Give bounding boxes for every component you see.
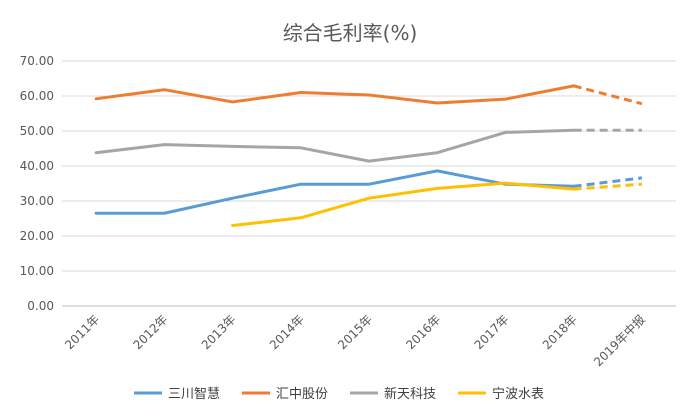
series-line bbox=[94, 128, 576, 163]
y-tick-label: 50.00 bbox=[20, 124, 54, 138]
x-axis-ticks: 2011年 2012年 2013年 2014年 2015年 2016年 2017年 2018年… bbox=[62, 312, 648, 370]
series-line bbox=[94, 169, 576, 215]
legend-item: 三川智慧 bbox=[134, 386, 220, 402]
legend-item: 新天科技 bbox=[350, 386, 436, 402]
legend: 三川智慧 汇中股份 新天科技 宁波水表 bbox=[134, 386, 544, 402]
y-tick-label: 70.00 bbox=[20, 54, 54, 68]
y-tick-label: 40.00 bbox=[20, 159, 54, 173]
x-tick-label: 2018年 bbox=[540, 312, 580, 352]
series-3 bbox=[94, 128, 642, 163]
legend-label: 三川智慧 bbox=[168, 386, 220, 402]
y-tick-label: 30.00 bbox=[20, 194, 54, 208]
series-forecast-line bbox=[573, 176, 643, 188]
x-tick-label: 2014年 bbox=[267, 312, 307, 352]
series-lines bbox=[94, 84, 643, 227]
legend-label: 汇中股份 bbox=[276, 387, 328, 402]
series-line bbox=[94, 84, 576, 105]
series-line bbox=[231, 181, 576, 227]
y-tick-label: 0.00 bbox=[27, 299, 54, 313]
legend-label: 宁波水表 bbox=[492, 386, 544, 402]
x-tick-label: 2016年 bbox=[403, 312, 443, 352]
y-axis-ticks: 0.00 10.00 20.00 30.00 40.00 50.00 60.00 70.00 bbox=[20, 54, 54, 313]
x-tick-label: 2017年 bbox=[472, 312, 512, 352]
gridlines bbox=[62, 60, 676, 307]
series-forecast-line bbox=[573, 182, 642, 191]
series-4 bbox=[231, 181, 642, 227]
y-tick-label: 10.00 bbox=[20, 264, 54, 278]
y-tick-label: 60.00 bbox=[20, 89, 54, 103]
legend-label: 新天科技 bbox=[384, 386, 436, 402]
x-tick-label: 2015年 bbox=[335, 312, 375, 352]
x-tick-label: 2019年中报 bbox=[590, 312, 648, 370]
legend-item: 宁波水表 bbox=[458, 386, 544, 402]
series-1 bbox=[94, 169, 643, 215]
y-tick-label: 20.00 bbox=[20, 229, 54, 243]
chart-title: 综合毛利率(%) bbox=[283, 21, 418, 45]
legend-item: 汇中股份 bbox=[242, 387, 328, 402]
x-tick-label: 2011年 bbox=[62, 312, 102, 352]
x-tick-label: 2013年 bbox=[199, 312, 239, 352]
series-2 bbox=[94, 84, 643, 106]
series-forecast-line bbox=[573, 84, 643, 106]
x-tick-label: 2012年 bbox=[130, 312, 170, 352]
